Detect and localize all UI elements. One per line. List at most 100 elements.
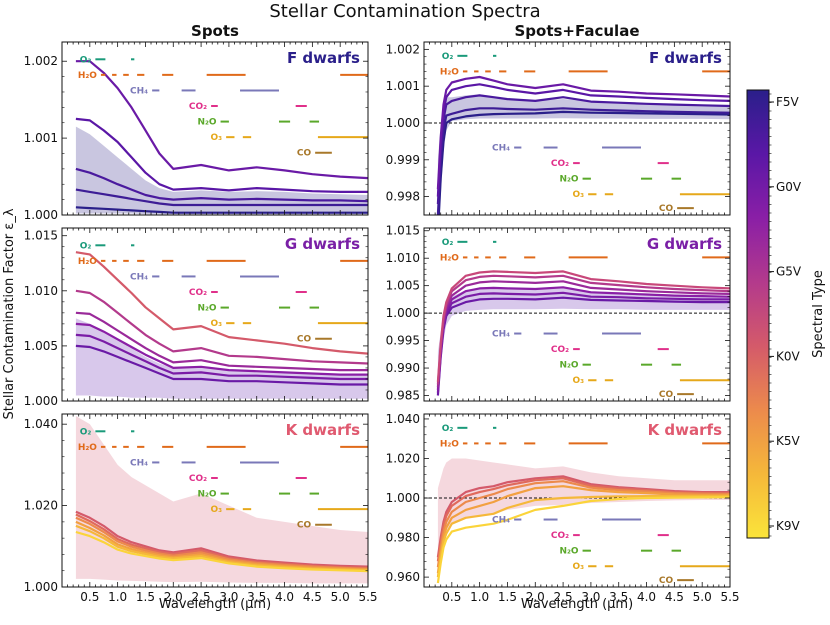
figure-title: Stellar Contamination Spectra <box>269 1 540 22</box>
molecule-label-co: CO₂ <box>189 474 207 484</box>
panel-frame <box>423 41 731 216</box>
molecule-label-ch: CH₄ <box>492 144 510 154</box>
molecule-label-o: O₂ <box>80 55 92 65</box>
shaded-range <box>75 416 368 584</box>
molecule-label-co: CO <box>659 390 674 400</box>
y-tick-label: 1.002 <box>24 54 58 68</box>
y-tick-label: 1.010 <box>24 284 58 298</box>
x-tick-label: 2.0 <box>164 590 183 604</box>
y-tick-label: 0.995 <box>386 334 420 348</box>
series-line-f9v <box>75 60 368 180</box>
y-tick-label: 0.998 <box>386 190 420 204</box>
colorbar-tick-label-g5v: G5V <box>776 265 802 279</box>
y-tick-label: 0.980 <box>386 531 420 545</box>
molecule-label-h-o: H₂O <box>78 71 97 81</box>
group-label: K dwarfs <box>286 421 360 439</box>
series-line-k0v <box>75 510 368 568</box>
colorbar-tick-label-k9v: K9V <box>776 519 801 533</box>
colorbar-tick-label-k0v: K0V <box>776 349 801 363</box>
colorbar-tick-label-g0v: G0V <box>776 180 802 194</box>
molecule-label-co: CO₂ <box>189 102 207 112</box>
y-tick-label: 1.020 <box>24 499 58 513</box>
series-line-f6v <box>436 107 730 215</box>
molecule-label-ch: CH₄ <box>130 272 148 282</box>
y-tick-label: 1.005 <box>24 339 58 353</box>
panel-g-dwarfs-spots-faculae: O₂ H₂O CH₄ CO₂ N₂O O₃ CO G dwarfs 0.985 0.990 0.99… <box>386 224 731 403</box>
y-tick-label: 1.001 <box>24 131 58 145</box>
shaded-range <box>75 318 368 399</box>
molecule-label-ch: CH₄ <box>130 458 148 468</box>
group-label: K dwarfs <box>648 421 722 439</box>
group-label: F dwarfs <box>287 49 360 67</box>
series-line-g2v <box>75 333 368 381</box>
x-axis-label-left: Wavelength (μm) <box>159 597 271 612</box>
molecule-label-co: CO₂ <box>551 531 569 541</box>
panel-k-dwarfs-spots: O₂ H₂O CH₄ CO₂ N₂O O₃ CO K dwarfs 0.5 1.0 1.5 2.0 2.… <box>24 413 378 604</box>
molecule-label-ch: CH₄ <box>492 330 510 340</box>
molecule-label-o: O₃ <box>211 319 223 329</box>
y-tick-label: 1.000 <box>24 208 58 222</box>
series-line-f5v <box>437 110 730 215</box>
panel-frame <box>423 227 731 402</box>
x-tick-label: 5.5 <box>358 590 377 604</box>
x-tick-label: 3.5 <box>609 590 628 604</box>
series-line-f8v <box>75 117 368 193</box>
series-line-k3v <box>75 516 368 570</box>
y-tick-label: 1.020 <box>386 451 420 465</box>
molecule-label-co: CO <box>297 335 312 345</box>
x-tick-label: 5.5 <box>720 590 739 604</box>
series-line-g0v <box>75 344 368 386</box>
molecule-label-n-o: N₂O <box>559 361 578 371</box>
x-tick-label: 0.5 <box>442 590 461 604</box>
panel-frame <box>61 41 369 216</box>
y-tick-label: 1.000 <box>386 116 420 130</box>
panel-frame <box>423 413 731 588</box>
group-label: F dwarfs <box>649 49 722 67</box>
molecule-label-co: CO <box>659 204 674 214</box>
molecule-label-o: O₂ <box>442 424 454 434</box>
series-line-f9v <box>436 75 730 190</box>
molecule-label-ch: CH₄ <box>492 516 510 526</box>
molecule-label-n-o: N₂O <box>559 175 578 185</box>
y-tick-label: 1.000 <box>386 491 420 505</box>
molecule-label-ch: CH₄ <box>130 86 148 96</box>
y-tick-label: 0.999 <box>386 153 420 167</box>
group-label: G dwarfs <box>647 235 722 253</box>
y-tick-label: 1.005 <box>386 279 420 293</box>
y-tick-label: 1.000 <box>386 306 420 320</box>
molecule-label-o: O₂ <box>80 241 92 251</box>
series-line-f8v <box>436 83 730 197</box>
molecule-label-h-o: H₂O <box>440 253 459 263</box>
molecule-label-co: CO <box>297 521 312 531</box>
molecule-label-n-o: N₂O <box>197 490 216 500</box>
colorbar-gradient <box>746 89 770 539</box>
column-title-spots: Spots <box>191 22 239 40</box>
x-tick-label: 3.0 <box>581 590 600 604</box>
y-tick-label: 1.010 <box>386 251 420 265</box>
group-label: G dwarfs <box>285 235 360 253</box>
shaded-range <box>75 126 368 215</box>
molecule-label-h-o: H₂O <box>78 257 97 267</box>
colorbar-tick-label-k5v: K5V <box>776 434 801 448</box>
x-tick-label: 2.5 <box>192 590 211 604</box>
y-tick-label: 0.985 <box>386 389 420 403</box>
series-line-k5v <box>436 485 730 574</box>
series-line-g9v <box>75 251 368 355</box>
molecule-label-o: O₃ <box>211 505 223 515</box>
molecule-label-o: O₂ <box>80 427 92 437</box>
panel-f-dwarfs-spots-faculae: O₂ H₂O CH₄ CO₂ N₂O O₃ CO F dwarfs 0.998 0.999 1.00… <box>386 41 731 216</box>
y-tick-label: 1.000 <box>24 580 58 594</box>
x-axis-label-right: Wavelength (μm) <box>521 597 633 612</box>
y-tick-label: 1.015 <box>386 224 420 238</box>
series-line-f6v <box>75 188 368 207</box>
shaded-range <box>437 458 730 578</box>
molecule-label-o: O₃ <box>573 376 585 386</box>
series-line-f7v <box>436 94 730 205</box>
colorbar-label: Spectral Type <box>811 270 826 358</box>
molecule-label-o: O₃ <box>211 133 223 143</box>
molecule-label-co: CO <box>659 576 674 586</box>
y-tick-label: 0.960 <box>386 570 420 584</box>
panels: O₂ H₂O CH₄ CO₂ N₂O O₃ CO F dwarfs 1.000 1.001 1.00… <box>24 41 740 604</box>
x-tick-label: 5.0 <box>693 590 712 604</box>
